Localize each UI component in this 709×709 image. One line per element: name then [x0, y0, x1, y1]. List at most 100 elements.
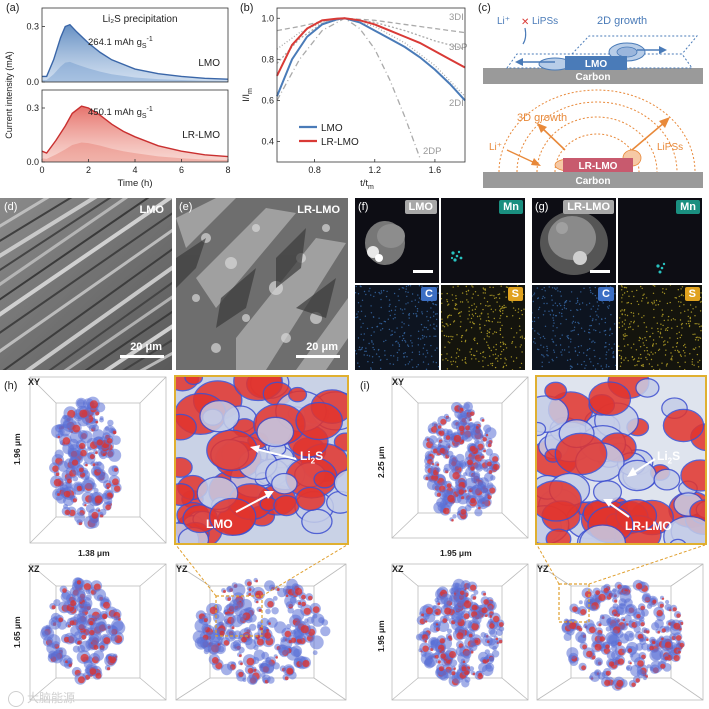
panel-h-zoom-lmo: LMO [206, 517, 233, 531]
lrlmo-particle [563, 158, 633, 172]
panel-e-label: LR-LMO [297, 204, 340, 216]
panel-d-sem-image: LMO 20 μm [0, 198, 172, 370]
eds-tile-c: C [532, 285, 617, 370]
panel-e-sem-image: LR-LMO 20 μm [176, 198, 348, 370]
panel-i-xy-width: 1.95 μm [440, 548, 472, 558]
panel-a-top-area [42, 24, 228, 82]
panel-a-bottom-curve [41, 105, 229, 158]
panel-b-model-label-2DI: 2DI [449, 98, 464, 109]
scale-bar [590, 270, 610, 273]
panel-a-ylabel: Current intensity (mA) [4, 51, 14, 139]
panel-h-xz-view [29, 563, 167, 701]
panel-c-top-growth: 2D growth [597, 15, 647, 27]
eds-tile-mn: Mn [441, 198, 525, 283]
panel-i-xy-label: XY [392, 377, 405, 387]
panel-i-xz-height: 1.95 μm [376, 620, 386, 652]
svg-text:LMO: LMO [585, 59, 607, 70]
eds-tile-mn: Mn [618, 198, 702, 283]
panel-i-yz-view [536, 563, 704, 701]
watermark: 大脑能源 [8, 689, 75, 707]
panel-b-ytick-label: 0.8 [261, 54, 274, 64]
panel-e-scale: 20 μm [306, 341, 338, 353]
panel-b-ylabel: I/Im [241, 88, 254, 102]
panel-h-xz-label: XZ [28, 564, 40, 574]
panel-b-xtick-label: 1.2 [369, 165, 382, 175]
panel-f-eds-grid: LMO Mn C S [355, 198, 525, 370]
panel-b-legend-lrlmo: LR-LMO [321, 137, 359, 148]
panel-h-xy-height: 1.96 μm [12, 433, 22, 465]
panel-a-top-label: LMO [198, 58, 220, 69]
panel-i-xz-view [391, 563, 529, 701]
panel-i-zoom-view: Li2S LR-LMO [535, 375, 707, 545]
scale-bar [296, 355, 340, 358]
panel-a-title: Li₂S precipitation [102, 14, 177, 25]
panel-c-bottom-li: Li⁺ [489, 142, 502, 153]
panel-h-xz-height: 1.65 μm [12, 616, 22, 648]
panel-a-xtick-label: 2 [86, 165, 91, 175]
panel-letter-d: (d) [4, 201, 18, 213]
panel-a-ytick-label: 0.3 [26, 22, 39, 32]
panel-a-xtick-label: 0 [39, 165, 44, 175]
panel-a-bot-capacity: 450.1 mAh gS-1 [88, 106, 153, 120]
panel-c-bottom-lipss: LiPSs [657, 142, 683, 153]
eds-tile-s: S [618, 284, 702, 370]
watermark-icon [8, 691, 24, 707]
panel-c-bottom-growth: 3D growth [517, 112, 567, 124]
panel-letter-c: (c) [478, 2, 491, 14]
panel-a-top-frame [41, 7, 229, 83]
panel-c-top-li: Li⁺ [497, 16, 510, 27]
panel-h-zoom-li2s: Li2S [300, 449, 324, 466]
panel-b-model-label-3DP: 3DP [449, 42, 467, 53]
panel-i-xy-view [391, 376, 529, 539]
panel-b-xtick-label: 1.6 [429, 165, 442, 175]
panel-b-ytick-label: 1.0 [261, 13, 274, 23]
panel-b-model-2DP [276, 17, 421, 159]
panel-i-zoom-li2s: Li2S [657, 449, 681, 466]
panel-b-ytick-label: 0.6 [261, 95, 274, 105]
panel-h-xy-width: 1.38 μm [78, 548, 110, 558]
panel-b-legend-lmo: LMO [321, 123, 343, 134]
svg-text:Carbon: Carbon [576, 72, 611, 83]
panel-b-model-3DI [276, 17, 466, 34]
panel-h-xy-view [29, 376, 167, 544]
panel-b-series-LMO [276, 17, 466, 102]
eds-tile-c: C [355, 284, 440, 370]
panel-a-chart: 0.0 0.3 0.0 0.3 0 2 4 6 8 Li₂S precipitation 264… [4, 7, 231, 189]
panel-b-model-label-3DI: 3DI [449, 12, 464, 23]
panel-c-top-lipss: LiPSs [532, 16, 558, 27]
panel-a-bottom-area [42, 106, 228, 162]
lmo-particle [565, 56, 627, 70]
panel-b-frame [276, 7, 466, 163]
panel-a-xlabel: Time (h) [117, 178, 152, 189]
panel-b-legend: LMO LR-LMO [299, 123, 359, 148]
panel-a-bot-label: LR-LMO [182, 130, 220, 141]
panel-h-yz-label: YZ [176, 564, 188, 574]
panel-letter-a: (a) [6, 2, 20, 14]
carbon-substrate-top [483, 68, 703, 84]
panel-letter-g: (g) [535, 201, 549, 213]
panel-letter-h: (h) [4, 380, 18, 392]
panel-h-zoom-view: Li2S LMO [174, 375, 349, 545]
panel-a-ytick-label: 0.3 [26, 103, 39, 113]
panel-h-yz-view [175, 563, 347, 701]
panel-letter-e: (e) [179, 201, 193, 213]
panel-c-bottom-scheme: Carbon LR-LMO 3D growth Li⁺ LiPSs [483, 89, 703, 188]
panel-b-model-label-2DP: 2DP [423, 146, 441, 157]
panel-letter-f: (f) [358, 201, 369, 213]
panel-g-eds-grid: LR-LMO Mn C S [532, 198, 702, 370]
panel-b-ytick-label: 0.4 [261, 136, 274, 146]
eds-tile-haadf: LR-LMO [532, 198, 616, 283]
panel-a-ytick-label: 0.0 [26, 157, 39, 167]
panel-a-ytick-label: 0.0 [26, 77, 39, 87]
scale-bar [120, 355, 164, 358]
panel-d-label: LMO [139, 204, 164, 216]
panel-b-xtick-label: 0.8 [308, 165, 321, 175]
panel-a-top-curve [42, 23, 229, 80]
panel-c-schematic: Carbon LMO Li⁺ ✕ LiPSs 2D growth Carbon … [483, 15, 703, 188]
scale-bar [413, 270, 433, 273]
carbon-substrate-bottom [483, 172, 703, 188]
svg-text:Carbon: Carbon [576, 176, 611, 187]
panel-a-xtick-label: 4 [132, 165, 137, 175]
eds-tile-s: S [440, 284, 525, 370]
